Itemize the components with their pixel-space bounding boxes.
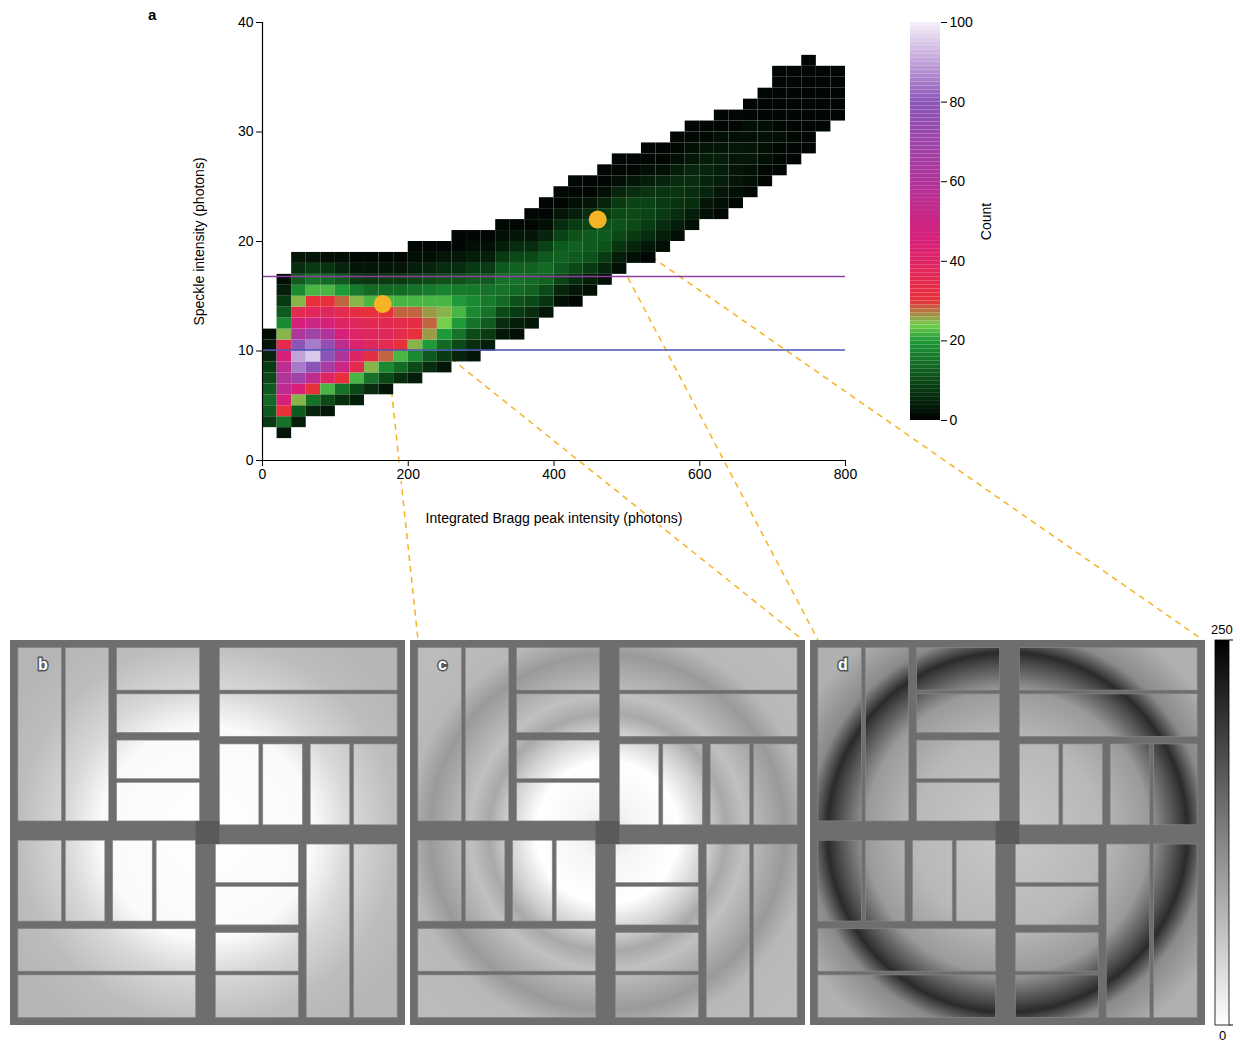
svg-text:200: 200 (397, 466, 421, 482)
svg-text:800: 800 (834, 466, 858, 482)
svg-text:10: 10 (238, 342, 254, 358)
svg-text:20: 20 (238, 233, 254, 249)
svg-text:Integrated Bragg peak intensit: Integrated Bragg peak intensity (photons… (426, 510, 683, 526)
svg-text:0: 0 (1219, 1028, 1226, 1043)
svg-text:600: 600 (688, 466, 712, 482)
svg-text:0: 0 (950, 412, 958, 428)
svg-text:80: 80 (950, 94, 966, 110)
svg-text:250: 250 (1211, 622, 1233, 637)
svg-text:60: 60 (950, 173, 966, 189)
html-text:a: a (148, 6, 157, 23)
svg-text:100: 100 (950, 14, 974, 30)
svg-text:0: 0 (259, 466, 267, 482)
svg-text:20: 20 (950, 332, 966, 348)
svg-text:b: b (38, 656, 48, 673)
svg-text:40: 40 (950, 253, 966, 269)
svg-text:d: d (838, 656, 848, 673)
svg-text:400: 400 (542, 466, 566, 482)
svg-text:40: 40 (238, 14, 254, 30)
svg-text:c: c (438, 656, 447, 673)
svg-text:0: 0 (246, 452, 254, 468)
svg-text:Speckle intensity (photons): Speckle intensity (photons) (191, 157, 207, 325)
svg-text:30: 30 (238, 123, 254, 139)
svg-text:Count: Count (978, 203, 994, 240)
